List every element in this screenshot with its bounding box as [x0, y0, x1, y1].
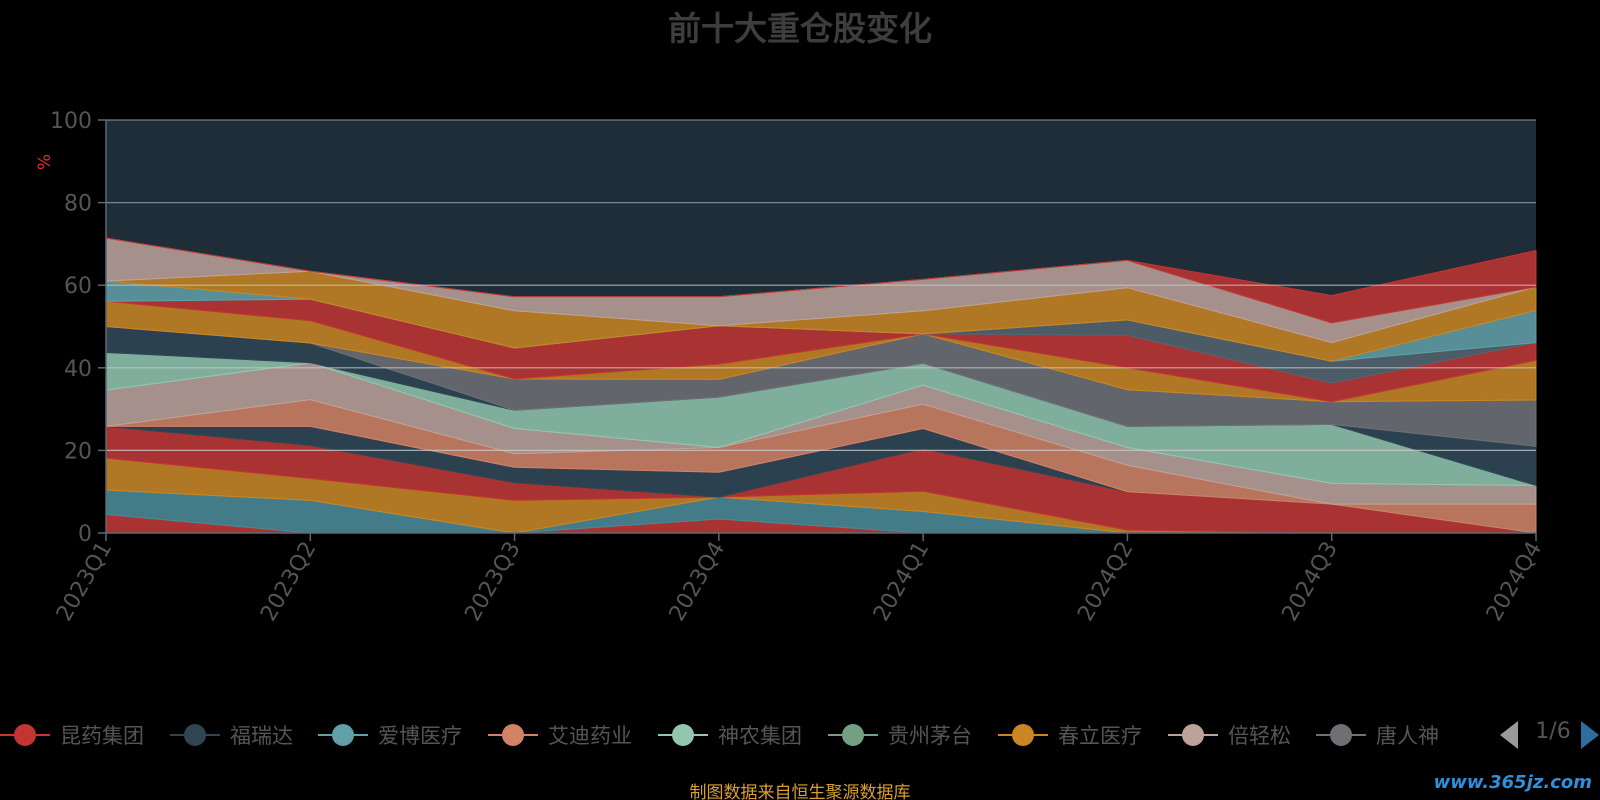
y-tick-label-40: 40: [64, 357, 92, 382]
legend-swatch-icon: [658, 715, 708, 755]
legend-label: 春立医疗: [1058, 724, 1142, 748]
y-axis-unit: %: [35, 154, 55, 170]
legend-item-7[interactable]: 倍轻松: [1168, 715, 1291, 755]
legend-label: 贵州茅台: [888, 724, 972, 748]
legend-item-8[interactable]: 唐人神: [1316, 715, 1439, 755]
y-tick-label-20: 20: [64, 439, 92, 464]
grid-layer: [106, 119, 1536, 451]
x-tick-label-2024Q1: 2024Q1: [869, 538, 934, 626]
legend-swatch-icon: [0, 715, 50, 755]
legend-item-6[interactable]: 春立医疗: [998, 715, 1142, 755]
legend-swatch-icon: [1168, 715, 1218, 755]
legend-next-page-button[interactable]: [1581, 721, 1599, 749]
legend-item-2[interactable]: 爱博医疗: [318, 715, 462, 755]
y-tick-label-80: 80: [64, 192, 92, 217]
legend-page-indicator: 1/6: [1535, 719, 1571, 744]
legend-label: 神农集团: [718, 724, 802, 748]
legend-item-3[interactable]: 艾迪药业: [488, 715, 632, 755]
legend-swatch-icon: [828, 715, 878, 755]
legend-swatch-icon: [1316, 715, 1366, 755]
x-tick-label-2023Q4: 2023Q4: [665, 538, 730, 626]
y-tick-label-60: 60: [64, 274, 92, 299]
legend-items: 昆药集团 福瑞达 爱博医疗 艾迪药业 神农集团 贵州茅台 春立医疗 倍轻松 唐人神: [0, 715, 1468, 755]
legend-label: 福瑞达: [230, 724, 293, 748]
x-tick-label-2023Q1: 2023Q1: [52, 538, 117, 626]
legend-prev-page-button[interactable]: [1500, 721, 1518, 749]
x-tick-label-2023Q3: 2023Q3: [460, 538, 525, 626]
legend-item-0[interactable]: 昆药集团: [0, 715, 144, 755]
legend-swatch-icon: [170, 715, 220, 755]
legend-label: 唐人神: [1376, 724, 1439, 748]
legend-label: 艾迪药业: [548, 724, 632, 748]
x-tick-label-2024Q4: 2024Q4: [1482, 538, 1547, 626]
legend-item-1[interactable]: 福瑞达: [170, 715, 293, 755]
legend-label: 爱博医疗: [378, 724, 462, 748]
y-tick-label-100: 100: [50, 109, 92, 134]
x-tick-label-2024Q2: 2024Q2: [1073, 538, 1138, 626]
y-tick-label-0: 0: [78, 522, 92, 547]
x-tick-label-2023Q2: 2023Q2: [256, 538, 321, 626]
x-tick-label-2024Q3: 2024Q3: [1278, 538, 1343, 626]
legend-label: 昆药集团: [60, 724, 144, 748]
legend-swatch-icon: [488, 715, 538, 755]
watermark: www.365jz.com: [1433, 772, 1592, 793]
area-band-16: [105, 237, 1537, 324]
legend: 昆药集团 福瑞达 爱博医疗 艾迪药业 神农集团 贵州茅台 春立医疗 倍轻松 唐人神 1/6: [0, 715, 1600, 755]
legend-swatch-icon: [998, 715, 1048, 755]
legend-item-4[interactable]: 神农集团: [658, 715, 802, 755]
legend-label: 倍轻松: [1228, 724, 1291, 748]
legend-swatch-icon: [318, 715, 368, 755]
source-note: 制图数据来自恒生聚源数据库: [689, 783, 911, 800]
bands-layer: [105, 237, 1537, 534]
chart-title: 前十大重仓股变化: [668, 9, 932, 48]
legend-item-5[interactable]: 贵州茅台: [828, 715, 972, 755]
